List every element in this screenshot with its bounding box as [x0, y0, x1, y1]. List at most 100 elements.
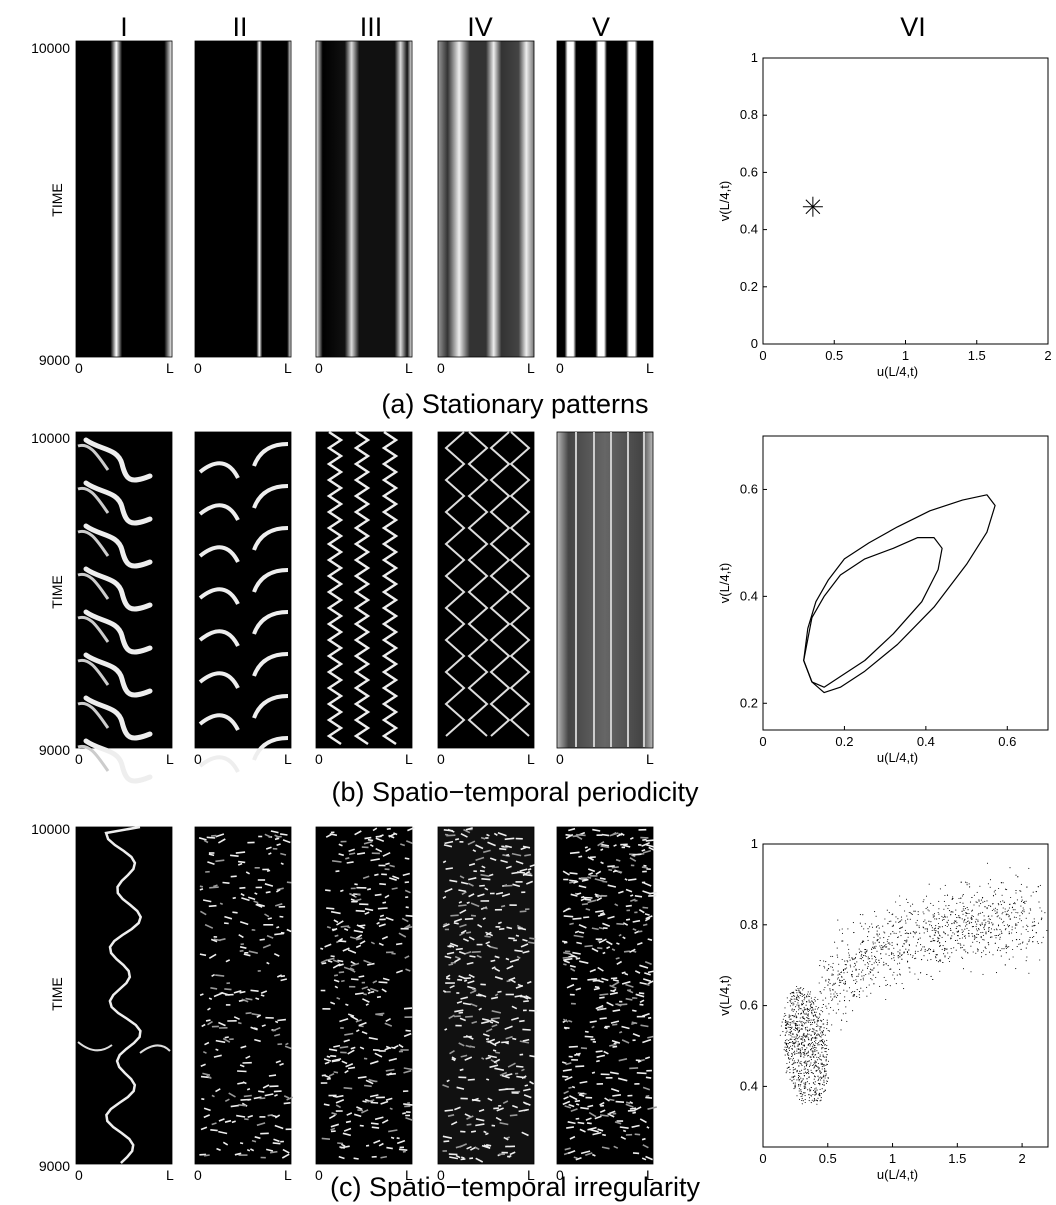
attractor-point — [805, 1035, 807, 1037]
pattern-dash — [523, 1000, 529, 1003]
attractor-point — [962, 902, 964, 904]
attractor-point — [956, 922, 958, 924]
pattern-dash — [376, 921, 380, 925]
attractor-point — [798, 1027, 800, 1029]
pattern-dash — [265, 891, 271, 894]
pattern-dash — [632, 1111, 637, 1114]
pattern-dash — [246, 1148, 251, 1152]
attractor-point — [795, 1006, 797, 1008]
pattern-dash — [470, 1146, 476, 1151]
attractor-point — [799, 1043, 801, 1045]
attractor-point — [890, 968, 892, 970]
attractor-point — [837, 977, 839, 979]
attractor-point — [809, 1004, 811, 1006]
attractor-point — [810, 1042, 812, 1044]
pattern-dash — [245, 871, 250, 875]
attractor-point — [961, 918, 963, 920]
pattern-dash — [641, 866, 648, 869]
pattern-dash — [276, 926, 280, 929]
attractor-point — [791, 1054, 794, 1056]
attractor-point — [909, 918, 911, 920]
attractor-point — [1005, 947, 1007, 950]
attractor-point — [1008, 915, 1010, 917]
pattern-dash — [357, 893, 361, 896]
attractor-point — [817, 1052, 819, 1054]
attractor-point — [934, 927, 937, 929]
attractor-point — [791, 996, 793, 998]
pattern-dash — [345, 1003, 349, 1007]
attractor-point — [814, 1081, 816, 1083]
attractor-point — [793, 998, 795, 1000]
attractor-point — [823, 989, 825, 991]
pattern-dash — [575, 1156, 582, 1161]
attractor-point — [797, 1062, 799, 1064]
attractor-point — [794, 1024, 796, 1026]
pattern-dash — [381, 935, 389, 940]
pattern-dash — [442, 923, 450, 928]
attractor-point — [804, 993, 806, 996]
pattern-dash — [563, 957, 573, 961]
attractor-point — [801, 1000, 803, 1002]
attractor-point — [821, 1040, 823, 1042]
attractor-point — [928, 952, 930, 954]
pattern-dash — [466, 1145, 472, 1150]
attractor-point — [789, 1031, 791, 1033]
pattern-dash — [375, 1013, 384, 1017]
attractor-point — [807, 1044, 809, 1046]
attractor-point — [899, 956, 901, 958]
attractor-point — [794, 995, 796, 997]
pattern-dash — [363, 840, 373, 845]
attractor-point — [957, 935, 959, 937]
pattern-dash — [645, 1155, 653, 1161]
pattern-dash — [283, 1102, 291, 1105]
attractor-point — [913, 931, 915, 933]
attractor-point — [1004, 964, 1006, 966]
attractor-point — [907, 936, 909, 938]
attractor-point — [956, 939, 958, 941]
attractor-point — [854, 964, 857, 966]
pattern-dash — [333, 974, 339, 977]
pattern-dash — [492, 1049, 497, 1052]
attractor-point — [810, 1071, 812, 1074]
attractor-point — [827, 1030, 829, 1032]
attractor-point — [1039, 884, 1041, 886]
pattern-dash — [625, 888, 633, 893]
attractor-point — [802, 1016, 804, 1018]
attractor-point — [987, 920, 989, 922]
attractor-point — [845, 1012, 847, 1014]
attractor-point — [1004, 888, 1007, 890]
attractor-point — [885, 979, 887, 981]
pattern-dash — [502, 854, 510, 857]
pattern-dash — [525, 880, 534, 885]
attractor-point — [803, 1008, 805, 1010]
pattern-stripe — [198, 545, 240, 563]
pattern-dash — [493, 1058, 501, 1064]
pattern-dash — [395, 942, 403, 946]
pattern-dash — [459, 909, 467, 915]
attractor-point — [812, 1053, 814, 1055]
pattern-dash — [373, 1139, 381, 1144]
pattern-dash — [364, 911, 370, 915]
pattern-dash — [579, 1092, 585, 1095]
attractor-point — [1011, 932, 1013, 934]
x-tick-label: 0 — [759, 734, 766, 749]
attractor-point — [789, 1000, 791, 1002]
pattern-dash — [521, 1131, 529, 1137]
attractor-point — [907, 960, 909, 962]
attractor-point — [891, 944, 893, 946]
attractor-point — [813, 1064, 815, 1066]
attractor-point — [1031, 936, 1034, 939]
attractor-point — [964, 925, 967, 927]
attractor-point — [834, 995, 836, 997]
attractor-point — [988, 905, 990, 907]
pattern-dash — [453, 918, 463, 923]
attractor-point — [957, 942, 959, 944]
attractor-point — [797, 1043, 799, 1045]
attractor-point — [848, 948, 850, 950]
pattern-dash — [461, 891, 467, 896]
attractor-point — [899, 953, 901, 955]
attractor-point — [818, 1094, 820, 1096]
attractor-point — [933, 949, 935, 951]
attractor-point — [846, 960, 848, 962]
attractor-point — [801, 1042, 803, 1044]
